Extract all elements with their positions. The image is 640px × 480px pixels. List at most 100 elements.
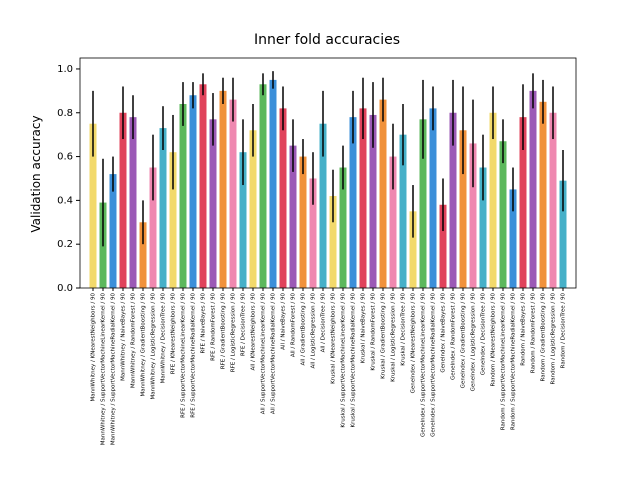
x-tick-label: Kruskal / SupportVectorMachineRadialKern…: [351, 293, 357, 428]
bar: [539, 101, 547, 288]
bar: [509, 189, 517, 288]
y-tick-label: 0.0: [57, 283, 73, 294]
bar: [359, 108, 367, 288]
x-tick-label: Kruskal / LogisticRegression / 90: [391, 293, 397, 382]
bar: [379, 99, 387, 288]
x-tick-label: MannWhitney / LogisticRegression / 90: [151, 293, 157, 400]
x-tick-label: GeneIndex / LogisticRegression / 90: [471, 293, 477, 392]
x-tick-label: Random / SupportVectorMachineRadialKerne…: [511, 293, 517, 431]
bar: [439, 204, 447, 288]
x-tick-label: GeneIndex / GradientBoosting / 90: [461, 293, 467, 389]
bar: [529, 90, 537, 288]
x-tick-label: RFE / SupportVectorMachineLinearKernel /…: [181, 293, 187, 418]
x-tick-label: All / GradientBoosting / 90: [301, 293, 307, 366]
y-axis-label: Validation accuracy: [29, 115, 43, 232]
x-tick-label: RFE / RandomForest / 90: [211, 293, 217, 361]
x-tick-label: All / DecisionTree / 90: [321, 293, 327, 353]
x-tick-label: All / SupportVectorMachineLinearKernel /…: [261, 293, 267, 415]
x-tick-label: Random / DecisionTree / 90: [561, 293, 567, 369]
x-tick-label: Kruskal / KNearestNeighbors / 90: [331, 293, 337, 384]
x-tick-label: GeneIndex / NaiveBayes / 90: [441, 293, 447, 373]
x-tick-label: RFE / LogisticRegression / 90: [231, 293, 237, 373]
x-tick-label: MannWhitney / KNearestNeighbors / 90: [91, 293, 97, 402]
x-tick-label: MannWhitney / GradientBoosting / 90: [141, 293, 147, 397]
x-tick-label: Kruskal / DecisionTree / 90: [401, 293, 407, 366]
x-tick-label: Random / NaiveBayes / 90: [521, 293, 527, 366]
bar: [429, 108, 437, 288]
bar: [289, 145, 297, 288]
bar: [479, 167, 487, 288]
x-tick-label: GeneIndex / KNearestNeighbors / 90: [411, 293, 417, 394]
bar: [449, 112, 457, 288]
bar: [319, 123, 327, 288]
y-tick-label: 0.8: [57, 108, 73, 119]
y-tick-label: 1.0: [57, 64, 73, 75]
bar: [209, 119, 217, 288]
bar: [419, 119, 427, 288]
x-tick-label: All / SupportVectorMachineRadialKernel /…: [271, 293, 277, 415]
x-tick-label: Random / SupportVectorMachineLinearKerne…: [501, 293, 507, 431]
bar: [189, 95, 197, 288]
x-tick-label: MannWhitney / DecisionTree / 90: [161, 293, 167, 384]
bar: [309, 178, 317, 288]
x-tick-label: Random / LogisticRegression / 90: [551, 293, 557, 385]
x-tick-label: All / LogisticRegression / 90: [311, 293, 317, 369]
y-tick-label: 0.4: [57, 195, 73, 206]
x-tick-label: Kruskal / SupportVectorMachineLinearKern…: [341, 293, 347, 428]
x-tick-label: GeneIndex / SupportVectorMachineRadialKe…: [431, 293, 437, 437]
bar: [279, 108, 287, 288]
x-tick-label: Kruskal / RandomForest / 90: [371, 293, 377, 371]
x-tick-label: GeneIndex / DecisionTree / 90: [481, 293, 487, 376]
x-tick-label: GeneIndex / SupportVectorMachineLinearKe…: [421, 293, 427, 438]
plot-frame: [79, 57, 577, 289]
bar: [179, 104, 187, 288]
bar: [229, 99, 237, 288]
bar: [299, 156, 307, 288]
bar: [489, 112, 497, 288]
y-tick-label: 0.6: [57, 152, 73, 163]
bar: [259, 84, 267, 289]
bar: [329, 196, 337, 288]
bar: [499, 141, 507, 288]
x-tick-label: RFE / KNearestNeighbors / 90: [171, 293, 177, 375]
bar: [129, 117, 137, 289]
bar: [149, 167, 157, 288]
bar: [399, 134, 407, 288]
x-tick-label: Kruskal / NaiveBayes / 90: [361, 292, 367, 363]
bar: [159, 128, 167, 288]
bar: [269, 79, 277, 289]
bar: [469, 143, 477, 288]
x-tick-label: MannWhitney / RandomForest / 90: [131, 293, 137, 389]
x-tick-label: RFE / SupportVectorMachineRadialKernel /…: [191, 293, 197, 418]
x-tick-label: RFE / NaiveBayes / 90: [201, 293, 207, 354]
x-tick-label: All / RandomForest / 90: [291, 293, 297, 358]
bar: [549, 112, 557, 288]
bar: [459, 130, 467, 288]
x-tick-label: MannWhitney / SupportVectorMachineLinear…: [101, 293, 107, 446]
bar: [169, 152, 177, 288]
x-tick-label: GeneIndex / RandomForest / 90: [451, 293, 457, 381]
bar: [349, 117, 357, 289]
x-tick-label: RFE / DecisionTree / 90: [241, 293, 247, 357]
bar: [239, 152, 247, 288]
bar: [559, 180, 567, 288]
x-tick-label: Random / RandomForest / 90: [531, 293, 537, 374]
x-tick-label: All / NaiveBayes / 90: [281, 293, 287, 350]
bar: [519, 117, 527, 289]
y-tick-label: 0.2: [57, 239, 73, 250]
bar: [119, 112, 127, 288]
bar: [139, 222, 147, 288]
bar: [219, 90, 227, 288]
chart-title: Inner fold accuracies: [254, 32, 400, 48]
bar: [249, 130, 257, 288]
bar: [89, 123, 97, 288]
x-tick-label: All / KNearestNeighbors / 90: [251, 293, 257, 371]
bar: [409, 211, 417, 288]
x-tick-label: Kruskal / GradientBoosting / 90: [381, 293, 387, 379]
bar: [389, 156, 397, 288]
x-tick-label: MannWhitney / SupportVectorMachineRadial…: [111, 293, 117, 446]
bar: [199, 84, 207, 289]
x-tick-label: MannWhitney / NaiveBayes / 90: [121, 293, 127, 381]
bar: [109, 174, 117, 288]
